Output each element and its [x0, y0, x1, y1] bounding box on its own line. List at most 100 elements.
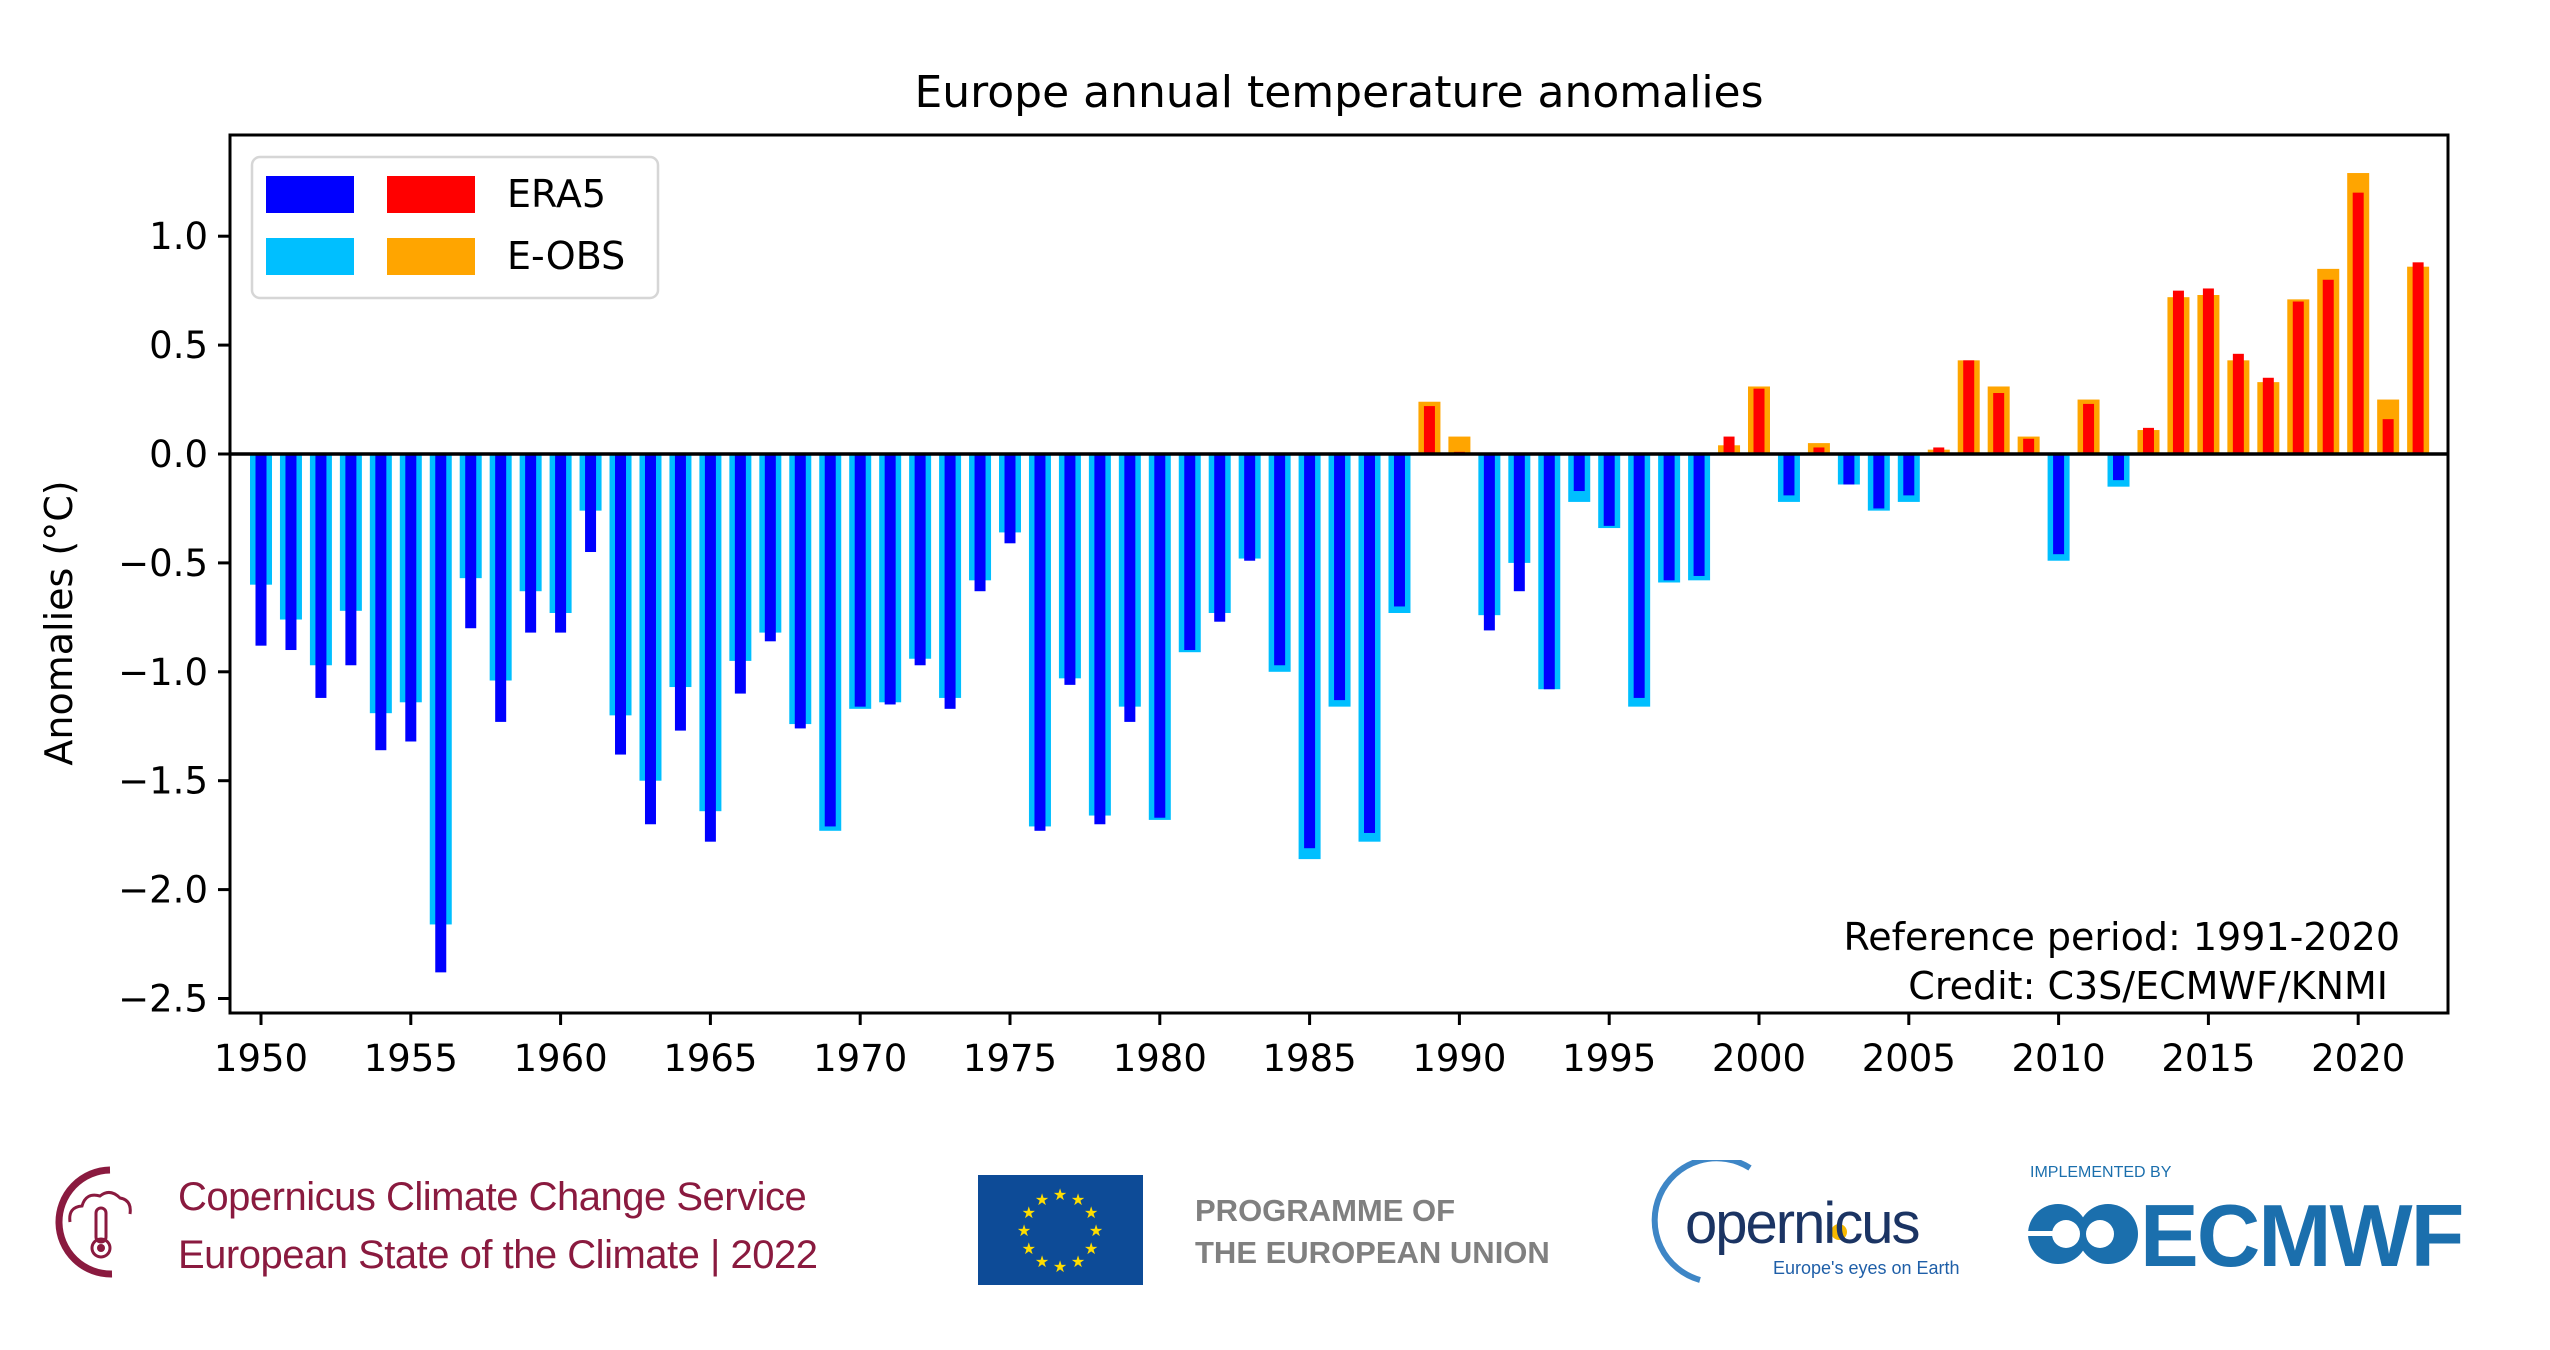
copernicus-logo-icon: [1651, 1160, 1847, 1283]
legend: ERA5 E-OBS: [250, 155, 660, 300]
era5-bar-1979: [1124, 454, 1136, 722]
eu-star-icon: ★: [1071, 1190, 1085, 1209]
era5-bar-2016: [2232, 353, 2244, 454]
era5-bar-1958: [495, 454, 507, 722]
x-tick-label: 2005: [1862, 1037, 1956, 1080]
era5-bar-2021: [2382, 419, 2394, 454]
era5-bar-1951: [285, 454, 297, 651]
era5-bar-1970: [854, 454, 866, 707]
era5-bar-1982: [1214, 454, 1226, 622]
legend-swatch-eobs-negative: [266, 238, 354, 275]
era5-bar-1992: [1513, 454, 1525, 592]
legend-swatch-era5-positive: [387, 176, 475, 213]
era5-bar-1956: [435, 454, 447, 973]
era5-bar-2007: [1963, 360, 1975, 454]
eu-star-icon: ★: [1035, 1252, 1049, 1271]
copernicus-wordmark: opernicus: [1685, 1191, 1920, 1256]
era5-bar-1966: [734, 454, 746, 694]
chart-title: Europe annual temperature anomalies: [914, 67, 1763, 118]
era5-bar-2008: [1993, 393, 2005, 454]
era5-bar-1973: [944, 454, 956, 709]
era5-bar-1998: [1693, 454, 1705, 576]
era5-bar-1952: [315, 454, 327, 698]
x-tick-label: 2015: [2161, 1037, 2255, 1080]
eu-star-icon: ★: [1071, 1252, 1085, 1271]
era5-bar-1988: [1393, 454, 1405, 607]
era5-bar-1987: [1364, 454, 1376, 833]
era5-bar-2001: [1783, 454, 1795, 496]
legend-label-eobs: E-OBS: [507, 234, 625, 278]
y-tick-label: 1.0: [149, 215, 208, 258]
era5-bar-1995: [1603, 454, 1615, 526]
x-axis: 1950 1955 1960 1965 1970 1975 1980 1985 1990 1995…: [214, 1013, 2405, 1080]
era5-bar-2022: [2412, 262, 2424, 454]
y-tick-label: 0.5: [149, 324, 208, 367]
era5-bar-1957: [465, 454, 477, 629]
era5-bar-2019: [2322, 279, 2334, 454]
y-axis-label: Anomalies (°C): [37, 480, 81, 765]
era5-bar-1996: [1633, 454, 1645, 698]
x-tick-label: 2020: [2311, 1037, 2405, 1080]
eu-star-icon: ★: [1084, 1239, 1098, 1258]
temperature-anomaly-chart: Europe annual temperature anomalies Anom…: [37, 67, 2450, 1080]
c3s-service-name: Copernicus Climate Change Service: [178, 1175, 807, 1219]
eu-star-icon: ★: [1084, 1203, 1098, 1222]
eu-star-icon: ★: [1035, 1190, 1049, 1209]
y-tick-label: 0.0: [149, 433, 208, 476]
era5-bar-1980: [1154, 454, 1166, 818]
x-tick-label: 1955: [364, 1037, 458, 1080]
x-tick-label: 1960: [514, 1037, 608, 1080]
era5-bar-1975: [1004, 454, 1016, 544]
era5-bar-2010: [2053, 454, 2065, 555]
era5-bar-2009: [2023, 438, 2035, 454]
era5-bar-1989: [1423, 406, 1435, 454]
era5-bar-1999: [1723, 436, 1735, 454]
era5-bar-2005: [1903, 454, 1915, 496]
era5-bar-2003: [1843, 454, 1855, 485]
ecmwf-wordmark: ECMWF: [2140, 1186, 2464, 1285]
era5-bar-1985: [1304, 454, 1316, 849]
era5-bar-1963: [644, 454, 656, 825]
c3s-report-name: European State of the Climate | 2022: [178, 1233, 818, 1277]
x-tick-label: 1975: [963, 1037, 1057, 1080]
eu-line-1: PROGRAMME OF: [1195, 1193, 1456, 1228]
c3s-thermometer-cloud-icon: [55, 1166, 132, 1278]
x-tick-label: 1990: [1412, 1037, 1506, 1080]
copernicus-tagline: Europe's eyes on Earth: [1773, 1258, 1960, 1278]
x-tick-label: 2000: [1712, 1037, 1806, 1080]
y-tick-label: −2.5: [118, 978, 208, 1021]
implemented-by-label: IMPLEMENTED BY: [2030, 1164, 2172, 1181]
ecmwf-logo-icon: [2028, 1204, 2138, 1264]
era5-bar-1997: [1663, 454, 1675, 581]
era5-bar-1968: [794, 454, 806, 729]
eu-star-icon: ★: [1017, 1221, 1031, 1240]
era5-bar-1969: [824, 454, 836, 827]
eu-star-icon: ★: [1089, 1221, 1103, 1240]
eu-star-icon: ★: [1053, 1257, 1067, 1276]
era5-bar-2011: [2083, 403, 2095, 454]
era5-bar-1978: [1094, 454, 1106, 825]
era5-bar-2002: [1813, 447, 1825, 454]
c3s-text: Copernicus Climate Change Service Europe…: [178, 1168, 818, 1284]
era5-bar-1953: [345, 454, 357, 666]
era5-bar-1984: [1274, 454, 1286, 666]
era5-bar-1977: [1064, 454, 1076, 685]
era5-bar-2018: [2292, 301, 2304, 454]
era5-bar-1983: [1244, 454, 1256, 561]
era5-bar-1967: [764, 454, 776, 642]
era5-bar-1972: [914, 454, 926, 666]
era5-bar-1955: [405, 454, 417, 742]
eu-star-icon: ★: [1022, 1239, 1036, 1258]
legend-label-era5: ERA5: [507, 172, 606, 216]
era5-bar-1964: [674, 454, 686, 731]
footer-logos: Copernicus Climate Change Service Europe…: [0, 1150, 2550, 1350]
era5-bar-1962: [615, 454, 627, 755]
y-tick-label: −2.0: [118, 869, 208, 912]
era5-bar-1994: [1573, 454, 1585, 492]
era5-bar-1959: [525, 454, 537, 633]
eu-programme-text: PROGRAMME OF THE EUROPEAN UNION: [1195, 1190, 1550, 1274]
era5-bar-1954: [375, 454, 387, 751]
x-tick-label: 2010: [2012, 1037, 2106, 1080]
era5-bar-1965: [704, 454, 716, 842]
x-tick-label: 1995: [1562, 1037, 1656, 1080]
